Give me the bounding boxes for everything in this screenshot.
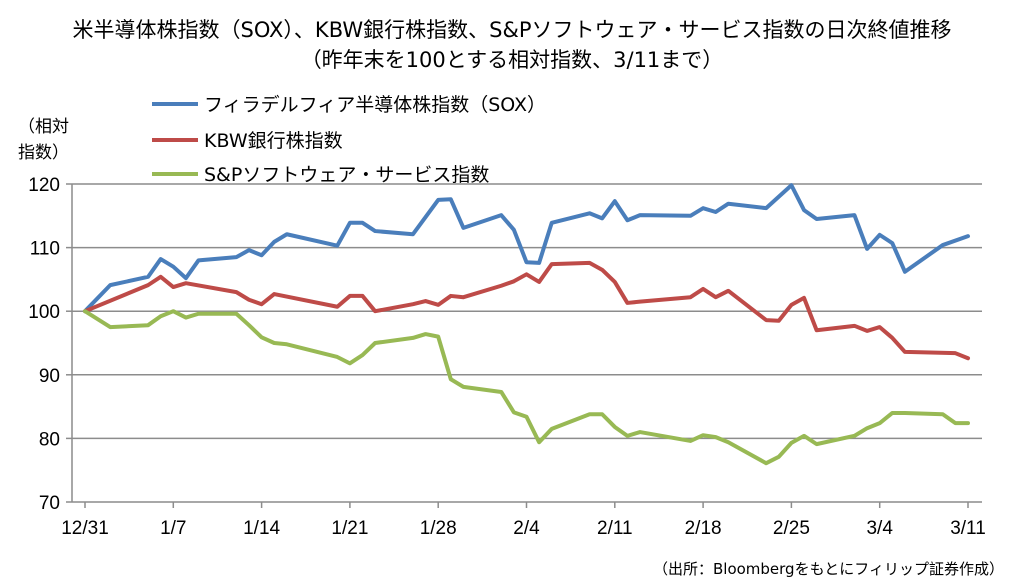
y-axis-label-line1: （相対	[18, 117, 69, 137]
x-tick-label: 12/31	[61, 518, 109, 539]
sox-line	[83, 183, 970, 314]
chart-subtitle: （昨年末を100とする相対指数、3/11まで）	[300, 48, 724, 72]
x-tick-label: 1/28	[420, 518, 457, 539]
legend-item-kbw: KBW銀行株指数	[152, 126, 343, 153]
y-axis-label: （相対 指数）	[18, 114, 69, 166]
legend-item-software: S&Pソフトウェア・サービス指数	[152, 160, 489, 187]
y-tick-label: 80	[39, 429, 60, 450]
legend-label: S&Pソフトウェア・サービス指数	[204, 164, 490, 186]
y-tick-label: 100	[28, 302, 60, 323]
legend-item-sox: フィラデルフィア半導体株指数（SOX）	[152, 90, 546, 117]
legend-label: KBW銀行株指数	[204, 130, 343, 152]
x-tick-label: 3/11	[950, 518, 986, 539]
x-tick-label: 1/14	[243, 518, 280, 539]
x-tick-label: 2/25	[773, 518, 810, 539]
legend-swatch	[152, 101, 198, 106]
source-note: （出所：Bloombergをもとにフィリップ証券作成）	[652, 560, 1004, 578]
x-tick-label: 1/21	[331, 518, 368, 539]
legend-swatch	[152, 171, 198, 176]
y-tick-label: 70	[39, 493, 60, 514]
legend-swatch	[152, 137, 198, 142]
x-tick-label: 1/7	[160, 518, 186, 539]
y-tick-label: 110	[30, 239, 60, 260]
x-tick-label: 2/4	[513, 518, 540, 539]
y-tick-label: 90	[39, 366, 60, 387]
y-tick-label: 120	[28, 175, 60, 196]
x-tick-label: 2/11	[597, 518, 633, 539]
y-axis-label-line2: 指数）	[18, 143, 69, 163]
x-tick-label: 2/18	[685, 518, 722, 539]
chart-title: 米半導体株指数（SOX）、KBW銀行株指数、S&Pソフトウェア・サービス指数の日…	[72, 18, 952, 42]
software-line	[83, 309, 970, 466]
x-tick-label: 3/4	[866, 518, 893, 539]
kbw-line	[83, 260, 970, 361]
legend-label: フィラデルフィア半導体株指数（SOX）	[204, 94, 547, 116]
